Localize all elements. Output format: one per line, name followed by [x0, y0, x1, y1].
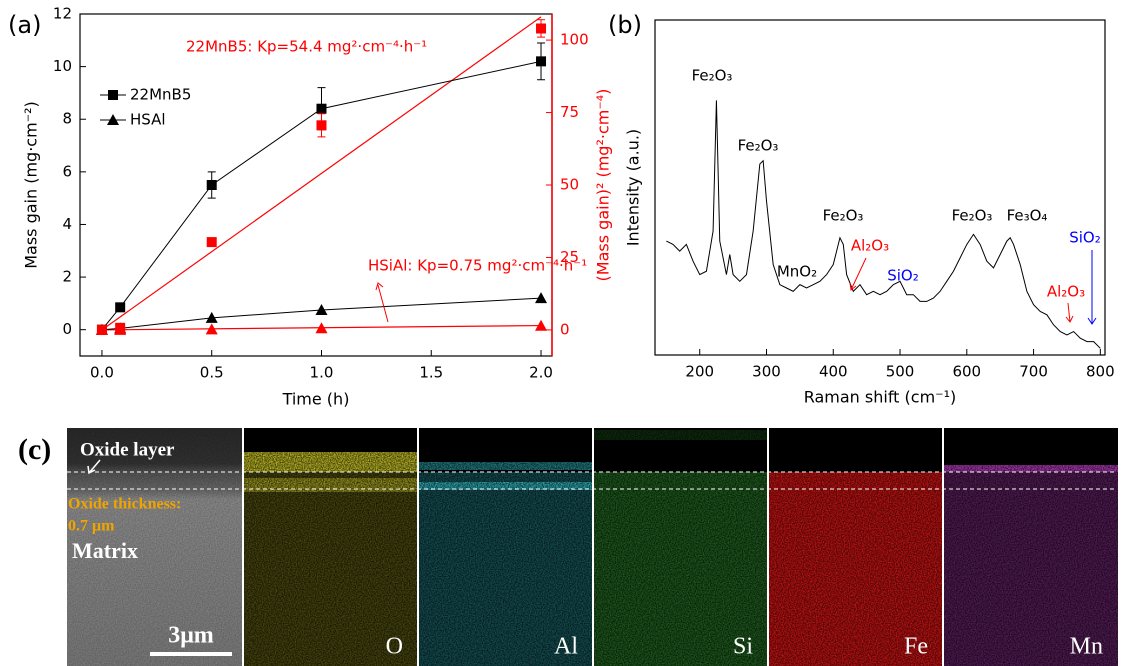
element-label: Fe	[904, 634, 928, 660]
annotation: Fe₂O₃	[952, 207, 993, 225]
sem-label: Oxide thickness:	[68, 496, 181, 513]
x-tick-label: 500	[886, 363, 915, 381]
y-tick-label: 0	[62, 320, 72, 338]
marker	[206, 180, 217, 190]
x-tick-label: 600	[952, 363, 981, 381]
marker	[205, 323, 218, 335]
y2-tick-label: 100	[560, 31, 589, 49]
marker	[536, 56, 547, 67]
annotation: HSiAl: Kp=0.75 mg²·cm⁻⁴·h⁻¹	[368, 257, 587, 275]
annotation: SiO₂	[887, 267, 919, 285]
map-noise	[943, 428, 1118, 666]
annotation: SiO₂	[1069, 229, 1101, 247]
x-tick-label: 400	[819, 363, 848, 381]
sem-label: 0.7 μm	[68, 518, 115, 535]
marker	[114, 323, 127, 335]
annotation: Al₂O₃	[851, 237, 889, 255]
x-tick-label: 0.0	[90, 364, 114, 382]
annotation: Fe₂O₃	[692, 67, 733, 85]
map-noise	[593, 428, 768, 666]
legend-label: 22MnB5	[130, 86, 191, 104]
y2-tick-label: 25	[560, 248, 579, 266]
y2-tick-label: 75	[560, 103, 579, 121]
marker	[536, 23, 547, 34]
annotation-arrow	[1065, 302, 1074, 323]
legend-marker	[108, 90, 118, 100]
annotation: 22MnB5: Kp=54.4 mg²·cm⁻⁴·h⁻¹	[186, 38, 427, 56]
sem-arrow	[87, 459, 101, 475]
annotation: Fe₃O₄	[1007, 207, 1048, 225]
map-noise	[768, 428, 943, 666]
y-tick-label: 6	[62, 162, 72, 180]
annotation-arrow	[375, 282, 389, 323]
marker	[315, 303, 328, 315]
element-label: Al	[554, 634, 578, 660]
plot-frame	[79, 13, 553, 357]
y-tick-label: 12	[53, 5, 72, 23]
fit-line	[101, 16, 542, 331]
x-tick-label: 700	[1019, 363, 1048, 381]
marker	[315, 322, 328, 334]
x-tick-label: 1.5	[419, 364, 443, 382]
x-tick-label: 0.5	[200, 364, 224, 382]
sem-label: Matrix	[72, 538, 138, 563]
spectrum	[666, 100, 1101, 349]
x-tick-label: 2.0	[529, 364, 553, 382]
y-axis-title: Mass gain (mg·cm⁻²)	[22, 101, 41, 269]
panel-label: (b)	[608, 11, 642, 39]
marker	[316, 120, 327, 131]
marker	[205, 311, 218, 323]
x-axis-title: Raman shift (cm⁻¹)	[804, 388, 957, 407]
element-label: Si	[733, 634, 753, 660]
annotation: Al₂O₃	[1047, 283, 1085, 301]
marker	[115, 302, 126, 313]
y-tick-label: 4	[62, 215, 72, 233]
legend-label: HSAl	[130, 111, 166, 129]
y-axis-title: Intensity (a.u.)	[624, 129, 643, 246]
map-noise	[418, 428, 593, 666]
x-tick-label: 1.0	[310, 364, 334, 382]
x-tick-label: 800	[1086, 363, 1115, 381]
annotation-arrow	[1087, 250, 1097, 325]
element-label: O	[386, 634, 403, 660]
sem-label: Oxide layer	[80, 439, 175, 460]
y-tick-label: 10	[53, 57, 72, 75]
y2-tick-label: 0	[560, 320, 570, 338]
x-axis-title: Time (h)	[282, 390, 350, 409]
annotation-arrow	[849, 257, 867, 291]
legend-marker	[107, 114, 119, 125]
marker	[535, 292, 548, 304]
map-noise	[243, 428, 418, 666]
annotation: Fe₂O₃	[738, 137, 779, 155]
annotation: MnO₂	[777, 263, 817, 281]
y-tick-label: 8	[62, 110, 72, 128]
element-label: Mn	[1070, 634, 1103, 660]
y2-tick-label: 50	[560, 176, 579, 194]
y2-axis-title: (Mass gain)² (mg²·cm⁻⁴)	[594, 89, 613, 282]
y-tick-label: 2	[62, 268, 72, 286]
marker	[316, 103, 327, 114]
x-tick-label: 300	[752, 363, 781, 381]
plot-frame	[654, 19, 1106, 356]
x-tick-label: 200	[685, 363, 714, 381]
marker	[95, 323, 108, 335]
sem-noise	[67, 428, 243, 666]
panel-label: (a)	[8, 11, 41, 39]
panel-label: (c)	[18, 433, 51, 466]
marker	[206, 237, 217, 248]
scale-bar-label: 3μm	[168, 623, 214, 649]
marker	[535, 319, 548, 331]
annotation: Fe₂O₃	[823, 207, 864, 225]
